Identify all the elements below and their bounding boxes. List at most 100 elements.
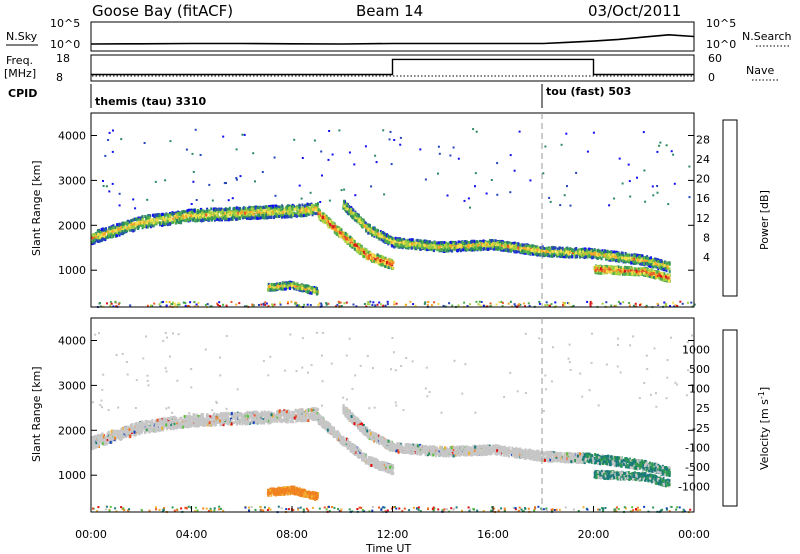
power-scatter-point-3978 <box>595 253 598 257</box>
power-scatter-point-3335 <box>463 247 466 251</box>
power-scatter-point-4151 <box>567 252 570 256</box>
power-scatter-point-4167 <box>656 263 659 267</box>
power-scatter-point-1462 <box>141 221 144 224</box>
power-scatter-point-1979 <box>365 250 368 254</box>
power-scatter-point-3941 <box>486 242 488 246</box>
noise-panel: N.Sky 10^5 10^0 10^5 10^0 N.Search <box>6 17 792 52</box>
power-scatter-point-1322 <box>240 211 243 215</box>
power-scatter-point-4101 <box>667 261 670 265</box>
power-scatter-point-3983 <box>625 257 628 260</box>
power-scatter-point-1973 <box>351 243 354 247</box>
power-scatter-point-3375 <box>556 247 559 251</box>
power-scatter-point-3193 <box>491 239 493 242</box>
power-scatter-point-4235 <box>366 225 368 229</box>
power-scatter-point-4507 <box>610 268 613 272</box>
power-scatter-point-3499 <box>513 243 516 247</box>
power-scatter-point-3351 <box>347 205 350 209</box>
power-scatter-point-2528 <box>615 250 618 254</box>
power-scatter-point-1346 <box>192 214 195 218</box>
power-scatter-point-4706 <box>612 272 615 276</box>
power-scatter-point-4127 <box>537 246 539 250</box>
frequency-right-tick-bottom: 0 <box>708 71 715 84</box>
power-scatter-point-4426 <box>597 265 599 268</box>
power-scatter-point-3929 <box>394 236 397 240</box>
power-scatter-point-743 <box>289 211 292 215</box>
power-scatter-point-4044 <box>466 248 469 251</box>
power-scatter-point-1354 <box>223 208 226 212</box>
power-scatter-point-3436 <box>445 241 447 245</box>
power-scatter-point-4712 <box>594 270 597 274</box>
power-scatter-point-3372 <box>416 238 419 242</box>
power-scatter-point-3807 <box>627 256 630 260</box>
power-scatter-point-542 <box>309 203 312 206</box>
power-scatter-point-3597 <box>420 241 422 245</box>
power-scatter-point-3927 <box>546 252 549 256</box>
power-scatter-point-964 <box>235 206 238 210</box>
power-scatter-point-3627 <box>451 240 454 244</box>
power-scatter-point-1290 <box>241 214 244 218</box>
power-scatter-point-1469 <box>276 209 279 213</box>
power-scatter-point-1401 <box>121 222 124 226</box>
power-scatter-point-4705 <box>615 266 618 270</box>
power-scatter-point-3848 <box>527 244 530 248</box>
power-scatter-point-4117 <box>465 241 468 245</box>
power-scatter-point-1495 <box>133 225 135 228</box>
power-scatter-point-3702 <box>632 260 635 263</box>
power-scatter-point-3683 <box>421 241 424 245</box>
power-scatter-point-1032 <box>206 208 209 212</box>
power-scatter-point-979 <box>126 223 129 227</box>
power-scatter-point-3814 <box>483 247 486 250</box>
power-scatter-point-2473 <box>407 246 410 250</box>
power-scatter-point-3910 <box>438 245 441 249</box>
power-scatter-point-4211 <box>450 245 452 249</box>
power-scatter-point-521 <box>178 211 181 215</box>
power-scatter-point-1307 <box>306 204 309 208</box>
power-scatter-point-3521 <box>548 246 551 250</box>
power-scatter-point-1931 <box>350 238 353 242</box>
power-scatter-point-751 <box>261 207 264 211</box>
power-scatter-point-3908 <box>533 248 536 252</box>
power-scatter-point-3894 <box>494 245 497 249</box>
power-scatter-point-1305 <box>104 227 107 231</box>
power-scatter-point-3828 <box>563 249 566 253</box>
power-scatter-point-2879 <box>461 245 464 249</box>
power-scatter-point-1995 <box>333 224 336 228</box>
power-scatter-point-1516 <box>110 235 113 239</box>
power-scatter-point-3861 <box>598 249 601 253</box>
power-scatter-point-3732 <box>512 249 515 253</box>
power-scatter-point-4703 <box>618 268 621 272</box>
power-scatter-point-4737 <box>624 266 627 270</box>
power-scatter-point-1484 <box>179 219 182 223</box>
power-scatter-point-1448 <box>98 239 101 243</box>
power-scatter-point-1003 <box>112 234 115 238</box>
power-scatter-point-4743 <box>610 270 613 274</box>
power-scatter-point-3954 <box>411 242 414 246</box>
power-scatter-point-3553 <box>441 241 444 245</box>
power-scatter-point-4230 <box>600 257 603 261</box>
power-scatter-point-4116 <box>506 244 509 248</box>
power-scatter-point-3292 <box>545 247 548 251</box>
power-scatter-point-4155 <box>423 246 426 250</box>
power-scatter-point-4702 <box>601 268 604 272</box>
power-scatter-point-4660 <box>617 265 620 269</box>
power-scatter-point-948 <box>190 217 193 221</box>
power-scatter-point-4587 <box>661 277 664 281</box>
power-scatter-point-1277 <box>266 211 269 215</box>
power-scatter-point-661 <box>215 212 218 216</box>
power-scatter-point-4711 <box>663 276 665 280</box>
power-scatter-point-1121 <box>254 216 257 219</box>
power-scatter-point-1365 <box>149 220 152 224</box>
power-scatter-point-4195 <box>620 251 623 255</box>
power-scatter-point-3860 <box>381 232 384 236</box>
power-scatter-point-2805 <box>508 241 511 245</box>
power-scatter-point-3599 <box>400 238 403 242</box>
power-scatter-point-4215 <box>453 246 456 250</box>
power-scatter-point-669 <box>116 231 119 235</box>
power-scatter-point-990 <box>236 213 239 217</box>
power-scatter-point-1676 <box>383 260 386 264</box>
power-scatter-point-858 <box>284 209 287 213</box>
power-scatter-point-954 <box>105 229 108 233</box>
power-scatter-point-4134 <box>588 247 591 251</box>
power-scatter-point-4210 <box>626 254 629 257</box>
power-scatter-point-4088 <box>421 245 424 249</box>
